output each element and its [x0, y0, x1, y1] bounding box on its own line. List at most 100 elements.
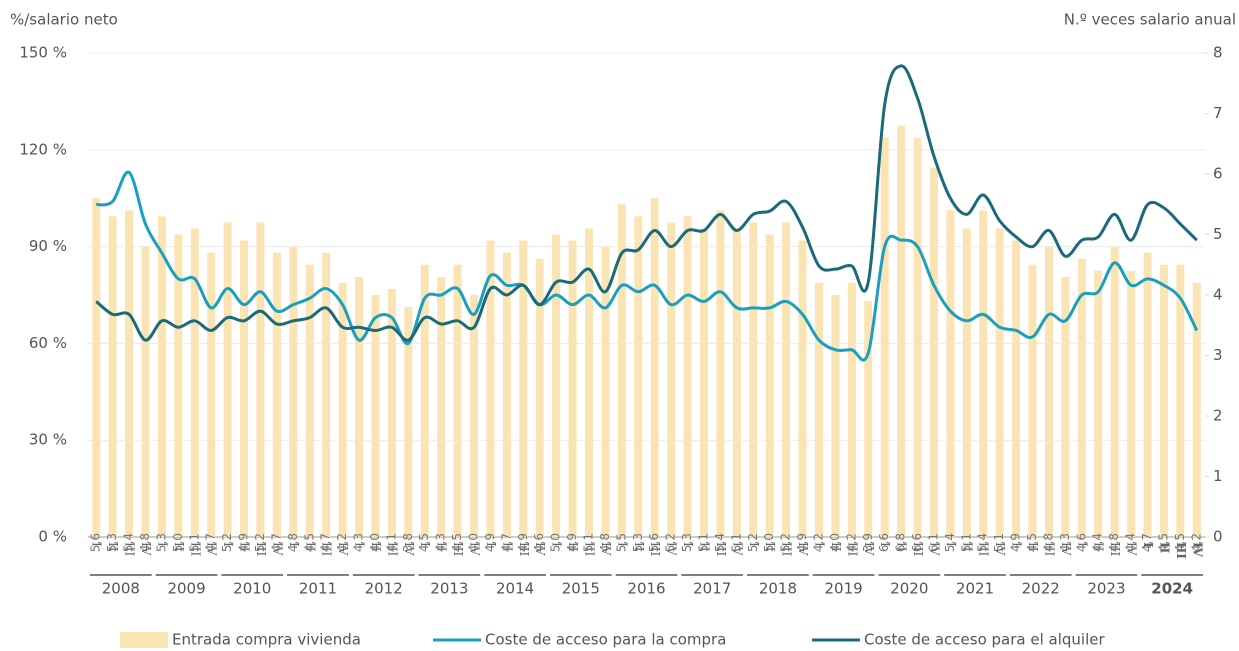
- y-tick-label: 0 %: [38, 528, 67, 546]
- y2-axis-title: N.º veces salario anual: [1064, 11, 1236, 29]
- x-tick-label: III: [714, 542, 728, 556]
- x-tick-label: III: [780, 542, 794, 556]
- x-tick-label: III: [320, 542, 334, 556]
- bar: [207, 252, 216, 537]
- bar: [585, 228, 594, 537]
- x-tick-label: IV: [1190, 542, 1204, 558]
- x-tick-label: IV: [993, 542, 1007, 556]
- data-label: 5,2: [779, 533, 793, 552]
- x-tick-label: IV: [1125, 542, 1139, 556]
- data-label: 4,8: [1041, 533, 1055, 552]
- y2-tick-label: 4: [1213, 286, 1223, 304]
- x-tick-label: III: [977, 542, 991, 556]
- y2-tick-label: 7: [1213, 104, 1223, 122]
- data-label: 4,0: [828, 533, 842, 552]
- year-label: 2014: [496, 580, 534, 598]
- data-label: 4,9: [483, 533, 497, 552]
- x-tick-label: III: [1108, 542, 1122, 556]
- x-tick-label: I: [418, 542, 432, 547]
- x-tick-label: I: [550, 542, 564, 547]
- data-label: 3,8: [401, 533, 415, 552]
- x-tick-label: I: [1141, 542, 1155, 548]
- data-label: 4,7: [204, 533, 218, 552]
- data-label: 4,9: [1009, 533, 1023, 552]
- bar: [535, 258, 544, 537]
- bar: [256, 222, 265, 537]
- data-label: 5,4: [943, 533, 957, 552]
- x-tick-label: IV: [927, 542, 941, 556]
- data-label: 5,1: [959, 533, 973, 552]
- data-label: 4,1: [384, 533, 398, 552]
- data-label: 4,9: [795, 533, 809, 552]
- x-tick-label: I: [615, 542, 629, 547]
- data-label: 6,6: [910, 533, 924, 552]
- data-label: 6,6: [877, 533, 891, 552]
- bar: [1044, 246, 1053, 537]
- year-label: 2008: [102, 580, 140, 598]
- data-label: 5,3: [631, 533, 645, 552]
- year-label: 2013: [430, 580, 468, 598]
- x-tick-label: I: [944, 542, 958, 547]
- x-tick-label: IV: [270, 542, 284, 556]
- bar: [289, 246, 298, 537]
- x-tick-label: I: [747, 542, 761, 547]
- bar: [1110, 246, 1119, 537]
- bar: [568, 240, 577, 538]
- year-label: 2010: [233, 580, 271, 598]
- data-label: 4,5: [1173, 533, 1187, 552]
- data-label: 4,3: [352, 533, 366, 552]
- x-tick-label: II: [369, 542, 383, 552]
- y-tick-label: 120 %: [19, 140, 67, 158]
- y2-tick-label: 5: [1213, 225, 1223, 243]
- bar: [798, 240, 807, 538]
- year-label: 2024: [1151, 580, 1193, 598]
- x-tick-label: III: [385, 542, 399, 556]
- data-label: 4,0: [467, 533, 481, 552]
- x-tick-label: III: [188, 542, 202, 556]
- data-label: 4,9: [237, 533, 251, 552]
- x-tick-label: I: [812, 542, 826, 547]
- bar: [371, 295, 380, 537]
- x-tick-label: I: [221, 542, 235, 547]
- bar: [272, 252, 281, 537]
- data-label: 5,1: [729, 533, 743, 552]
- y2-tick-label: 8: [1213, 44, 1223, 62]
- data-label: 5,0: [171, 533, 185, 552]
- data-label: 4,9: [565, 533, 579, 552]
- bar: [437, 276, 446, 537]
- bar: [962, 228, 971, 537]
- bar: [847, 282, 856, 537]
- bar: [913, 137, 922, 537]
- x-tick-label: II: [1026, 542, 1040, 552]
- bar: [470, 295, 479, 537]
- x-tick-label: III: [517, 542, 531, 556]
- bar: [1192, 282, 1201, 537]
- year-label: 2019: [825, 580, 863, 598]
- y2-tick-label: 3: [1213, 346, 1223, 364]
- data-label: 5,5: [614, 533, 628, 552]
- x-tick-label: III: [254, 542, 268, 556]
- data-label: 4,5: [450, 533, 464, 552]
- x-tick-label: IV: [139, 542, 153, 556]
- data-label: 5,2: [253, 533, 267, 552]
- x-tick-label: II: [238, 542, 252, 552]
- data-label: 4,5: [302, 533, 316, 552]
- year-label: 2020: [890, 580, 928, 598]
- data-label: 6,1: [926, 533, 940, 552]
- data-label: 5,6: [89, 533, 103, 552]
- bar: [519, 240, 528, 538]
- x-tick-label: I: [1010, 542, 1024, 547]
- x-tick-label: II: [895, 542, 909, 552]
- data-label: 4,7: [1140, 533, 1154, 552]
- data-label: 4,5: [1156, 533, 1170, 552]
- bar: [552, 234, 561, 537]
- data-label: 4,9: [516, 533, 530, 552]
- x-tick-label: IV: [402, 542, 416, 556]
- bar: [732, 228, 741, 537]
- bar: [1094, 270, 1103, 537]
- bar: [1159, 264, 1168, 537]
- data-label: 5,2: [664, 533, 678, 552]
- bar: [601, 246, 610, 537]
- bar: [765, 234, 774, 537]
- year-label: 2017: [693, 580, 731, 598]
